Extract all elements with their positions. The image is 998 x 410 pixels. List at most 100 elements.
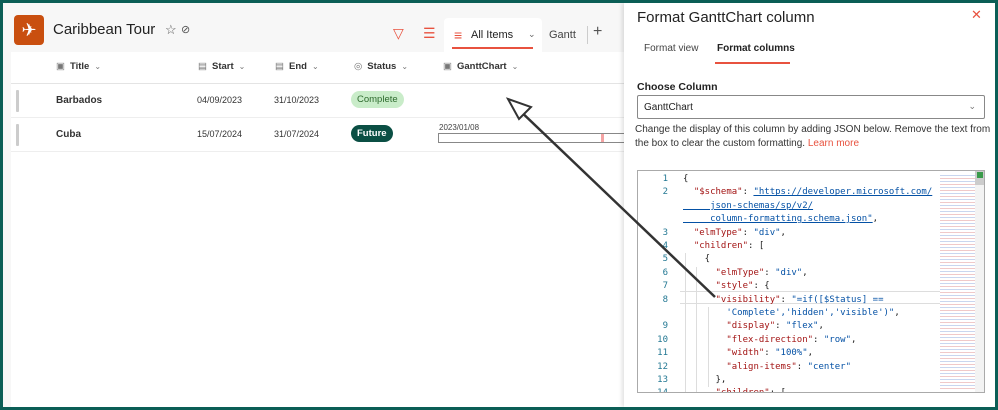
scroll-indicator — [977, 172, 983, 178]
text-column-icon: ▣ — [56, 61, 65, 72]
code-line: { — [683, 174, 688, 184]
row-select-handle[interactable] — [16, 124, 19, 146]
cell-title[interactable]: Barbados — [56, 95, 103, 106]
filter-icon[interactable]: ▽ — [393, 25, 404, 41]
favorite-star-icon[interactable]: ☆ — [165, 22, 177, 37]
code-token: , — [850, 334, 857, 345]
json-code-editor[interactable]: 1 {2 "$schema": "https://developer.micros… — [637, 170, 985, 393]
chevron-down-icon: ⌄ — [528, 29, 536, 39]
code-line: json-schemas/sp/v2/ — [683, 201, 813, 211]
column-header-end[interactable]: ▤ End ⌄ — [275, 61, 319, 72]
code-token: }, — [683, 375, 727, 385]
code-token: , — [894, 308, 900, 318]
line-number: 1 — [662, 174, 668, 184]
divider — [587, 26, 588, 44]
scrollbar-thumb[interactable] — [975, 171, 984, 185]
header-label: Title — [69, 61, 90, 72]
line-number: 11 — [657, 348, 668, 359]
code-line: "elmType": "div", — [683, 228, 786, 238]
panel-title: Format GanttChart column — [637, 9, 815, 26]
indent-guide — [696, 267, 697, 392]
code-line: "display": "flex", — [683, 321, 824, 331]
code-line: "flex-direction": "row", — [683, 335, 856, 345]
line-number: 3 — [662, 227, 668, 238]
choose-column-dropdown[interactable]: GanttChart ⌄ — [637, 95, 985, 119]
line-number: 14 — [638, 388, 668, 392]
code-token: "div" — [753, 227, 781, 238]
code-token: , — [802, 267, 808, 278]
header-divider — [11, 83, 624, 84]
line-number: 8 — [662, 294, 668, 305]
close-icon[interactable]: ✕ — [971, 7, 982, 22]
code-line: column-formatting.schema.json", — [683, 214, 878, 224]
list-options-icon[interactable]: ☰ — [423, 25, 436, 41]
chevron-down-icon: ⌄ — [511, 62, 519, 71]
airplane-icon: ✈ — [21, 20, 37, 40]
active-tab-underline — [715, 62, 790, 64]
learn-more-link[interactable]: Learn more — [807, 138, 860, 149]
code-token: "https://developer.microsoft.com/ — [753, 187, 933, 198]
indent-guide — [708, 307, 709, 387]
add-view-plus-icon[interactable]: + — [593, 23, 603, 40]
code-line: "children": [ — [683, 241, 764, 251]
gantt-marker — [600, 134, 604, 142]
view-tab-all-items[interactable]: ≡ All Items ⌄ — [444, 18, 542, 54]
code-token: : — [764, 348, 776, 359]
code-token: , — [780, 227, 786, 238]
status-badge: Complete — [351, 91, 404, 108]
code-token: "=if([$Status] == — [791, 294, 884, 305]
code-token: , — [807, 348, 814, 359]
text-column-icon: ▣ — [443, 61, 452, 72]
header-label: GanttChart — [456, 61, 507, 72]
column-header-status[interactable]: ◎ Status ⌄ — [354, 61, 408, 72]
table-row[interactable]: Cuba 15/07/2024 31/07/2024 Future 2023/0… — [11, 118, 628, 152]
status-badge: Future — [351, 125, 393, 142]
site-title[interactable]: Caribbean Tour — [53, 21, 156, 38]
header-label: End — [288, 61, 307, 72]
tab-format-view[interactable]: Format view — [644, 43, 699, 54]
header-label: Status — [367, 61, 397, 72]
code-token: "flex" — [785, 321, 819, 332]
line-number: 10 — [657, 334, 668, 345]
code-line: }, — [683, 375, 727, 385]
calendar-icon: ▤ — [198, 61, 207, 72]
row-select-handle[interactable] — [16, 90, 19, 112]
choose-column-label: Choose Column — [637, 81, 718, 93]
code-token: : — [813, 334, 824, 345]
calendar-icon: ▤ — [275, 61, 284, 72]
indent-guide — [685, 253, 686, 392]
code-token: "children" — [683, 241, 749, 251]
description-text: Change the display of this column by add… — [635, 123, 991, 151]
code-minimap[interactable] — [940, 173, 975, 391]
code-token: : — [780, 294, 792, 305]
cell-end: 31/07/2024 — [274, 129, 320, 139]
code-line: "children": [ — [683, 388, 786, 392]
code-token: "elmType" — [683, 227, 743, 238]
code-line: "align-items": "center" — [683, 362, 851, 372]
code-line: 'Complete','hidden','visible')", — [683, 308, 900, 318]
column-header-start[interactable]: ▤ Start ⌄ — [198, 61, 245, 72]
line-number: 9 — [662, 321, 668, 332]
site-logo[interactable]: ✈ — [14, 15, 44, 45]
code-token: , — [818, 321, 824, 332]
column-header-title[interactable]: ▣ Title ⌄ — [56, 61, 101, 72]
view-tab-gantt[interactable]: Gantt — [549, 29, 576, 41]
editor-scrollbar[interactable] — [975, 171, 984, 392]
code-line: "elmType": "div", — [683, 268, 808, 278]
code-token: "width" — [683, 348, 765, 359]
code-token: { — [683, 174, 689, 184]
current-line-highlight — [680, 291, 942, 304]
chevron-down-icon: ⌄ — [311, 62, 319, 71]
table-row[interactable]: Barbados 04/09/2023 31/10/2023 Complete — [11, 84, 624, 118]
code-token: "flex-direction" — [683, 334, 814, 345]
code-token: "row" — [823, 334, 851, 345]
cell-title[interactable]: Cuba — [56, 129, 81, 140]
column-header-ganttchart[interactable]: ▣ GanttChart ⌄ — [443, 61, 518, 72]
code-token: : — [764, 267, 776, 278]
code-token: "children" — [683, 388, 770, 392]
code-line: "style": { — [683, 281, 770, 291]
tab-format-columns[interactable]: Format columns — [717, 43, 795, 54]
code-token: : — [796, 361, 808, 372]
follow-check-icon[interactable]: ⊘ — [181, 24, 191, 36]
format-column-panel: Format GanttChart column ✕ Format view F… — [624, 3, 995, 407]
